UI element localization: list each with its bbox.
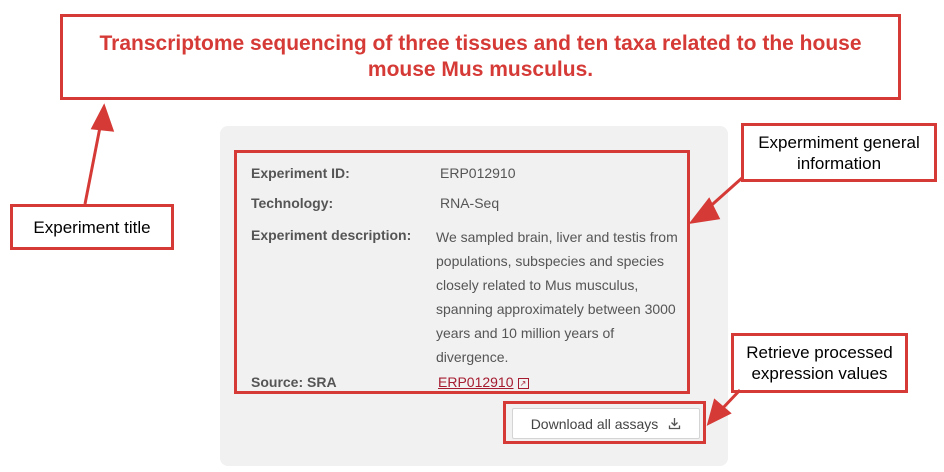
arrowhead-title bbox=[90, 103, 115, 132]
experiment-id-label: Experiment ID: bbox=[251, 165, 350, 181]
source-link-wrap: ERP012910 ↗ bbox=[438, 370, 529, 394]
download-box: Download all assays bbox=[503, 401, 706, 444]
callout-general-info: Expermiment general information bbox=[741, 123, 937, 182]
experiment-title: Transcriptome sequencing of three tissue… bbox=[99, 32, 862, 81]
technology-label: Technology: bbox=[251, 195, 334, 211]
technology-value: RNA-Seq bbox=[440, 195, 500, 211]
arrow-line-title bbox=[83, 121, 103, 205]
experiment-title-box: Transcriptome sequencing of three tissue… bbox=[60, 14, 901, 100]
callout-experiment-title: Experiment title bbox=[10, 204, 174, 250]
source-link[interactable]: ERP012910 bbox=[438, 374, 514, 390]
download-all-assays-button[interactable]: Download all assays bbox=[512, 408, 700, 439]
experiment-id-value: ERP012910 bbox=[440, 165, 516, 181]
source-label: Source: SRA bbox=[251, 374, 337, 390]
callout-retrieve-values: Retrieve processed expression values bbox=[731, 333, 908, 393]
description-value: We sampled brain, liver and testis from … bbox=[436, 229, 678, 365]
description-label: Experiment description: bbox=[251, 227, 412, 243]
external-link-icon: ↗ bbox=[517, 377, 529, 389]
download-icon bbox=[669, 418, 681, 430]
general-info-box: Experiment ID: ERP012910 Technology: RNA… bbox=[234, 150, 690, 394]
download-button-label: Download all assays bbox=[530, 415, 659, 432]
